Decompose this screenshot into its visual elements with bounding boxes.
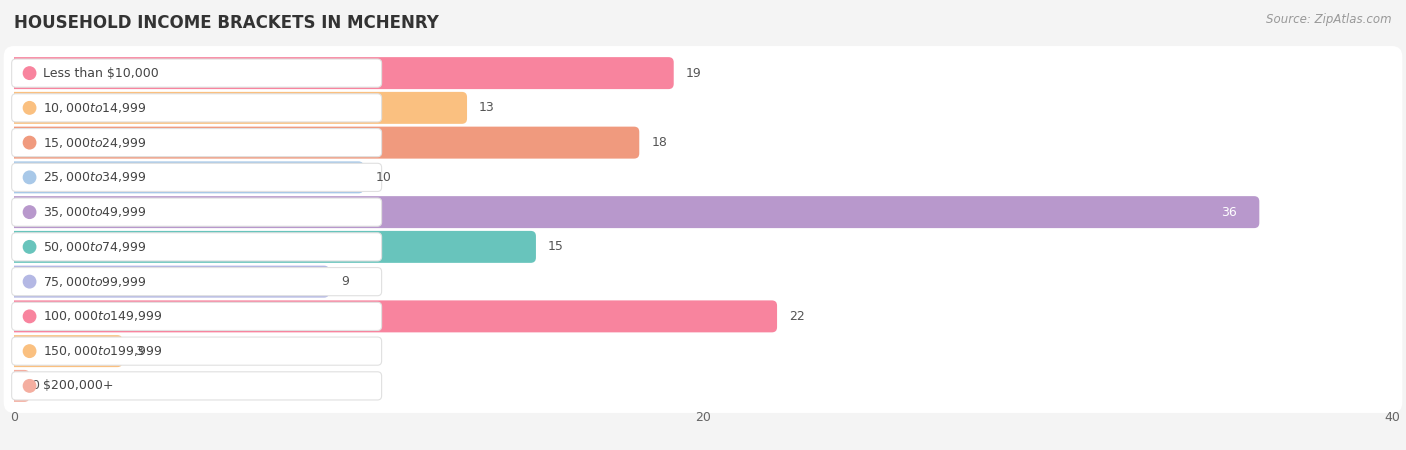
FancyBboxPatch shape — [11, 59, 381, 87]
FancyBboxPatch shape — [8, 92, 467, 124]
Circle shape — [24, 310, 35, 323]
FancyBboxPatch shape — [4, 81, 1402, 135]
Text: $15,000 to $24,999: $15,000 to $24,999 — [44, 135, 146, 149]
FancyBboxPatch shape — [11, 268, 381, 296]
FancyBboxPatch shape — [4, 255, 1402, 309]
FancyBboxPatch shape — [8, 126, 640, 158]
FancyBboxPatch shape — [11, 163, 381, 191]
Text: $150,000 to $199,999: $150,000 to $199,999 — [44, 344, 163, 358]
FancyBboxPatch shape — [8, 301, 778, 333]
FancyBboxPatch shape — [4, 185, 1402, 239]
FancyBboxPatch shape — [8, 370, 30, 402]
FancyBboxPatch shape — [11, 302, 381, 330]
FancyBboxPatch shape — [8, 231, 536, 263]
FancyBboxPatch shape — [11, 129, 381, 157]
FancyBboxPatch shape — [4, 220, 1402, 274]
FancyBboxPatch shape — [11, 198, 381, 226]
Circle shape — [24, 241, 35, 253]
Text: 3: 3 — [135, 345, 142, 358]
Circle shape — [24, 206, 35, 218]
Circle shape — [24, 171, 35, 184]
Text: 13: 13 — [479, 101, 495, 114]
FancyBboxPatch shape — [11, 372, 381, 400]
FancyBboxPatch shape — [4, 359, 1402, 413]
FancyBboxPatch shape — [8, 162, 364, 194]
Text: $10,000 to $14,999: $10,000 to $14,999 — [44, 101, 146, 115]
FancyBboxPatch shape — [8, 266, 329, 297]
FancyBboxPatch shape — [8, 196, 1260, 228]
Text: 19: 19 — [686, 67, 702, 80]
Text: 10: 10 — [375, 171, 392, 184]
FancyBboxPatch shape — [11, 94, 381, 122]
Text: 36: 36 — [1222, 206, 1237, 219]
Text: 15: 15 — [548, 240, 564, 253]
Text: 0: 0 — [31, 379, 39, 392]
Text: $75,000 to $99,999: $75,000 to $99,999 — [44, 274, 146, 288]
Text: $25,000 to $34,999: $25,000 to $34,999 — [44, 171, 146, 184]
FancyBboxPatch shape — [4, 46, 1402, 100]
Circle shape — [24, 67, 35, 79]
FancyBboxPatch shape — [4, 324, 1402, 378]
Text: $50,000 to $74,999: $50,000 to $74,999 — [44, 240, 146, 254]
Text: Source: ZipAtlas.com: Source: ZipAtlas.com — [1267, 14, 1392, 27]
Circle shape — [24, 275, 35, 288]
FancyBboxPatch shape — [11, 233, 381, 261]
Text: Less than $10,000: Less than $10,000 — [44, 67, 159, 80]
FancyBboxPatch shape — [8, 57, 673, 89]
Circle shape — [24, 102, 35, 114]
Circle shape — [24, 345, 35, 357]
Text: $35,000 to $49,999: $35,000 to $49,999 — [44, 205, 146, 219]
FancyBboxPatch shape — [4, 150, 1402, 204]
Circle shape — [24, 136, 35, 149]
FancyBboxPatch shape — [11, 337, 381, 365]
FancyBboxPatch shape — [4, 289, 1402, 343]
Text: 22: 22 — [789, 310, 804, 323]
Text: HOUSEHOLD INCOME BRACKETS IN MCHENRY: HOUSEHOLD INCOME BRACKETS IN MCHENRY — [14, 14, 439, 32]
Text: $200,000+: $200,000+ — [44, 379, 114, 392]
FancyBboxPatch shape — [4, 116, 1402, 170]
Text: 9: 9 — [342, 275, 349, 288]
FancyBboxPatch shape — [8, 335, 122, 367]
Text: 18: 18 — [651, 136, 668, 149]
Text: $100,000 to $149,999: $100,000 to $149,999 — [44, 310, 163, 324]
Circle shape — [24, 380, 35, 392]
